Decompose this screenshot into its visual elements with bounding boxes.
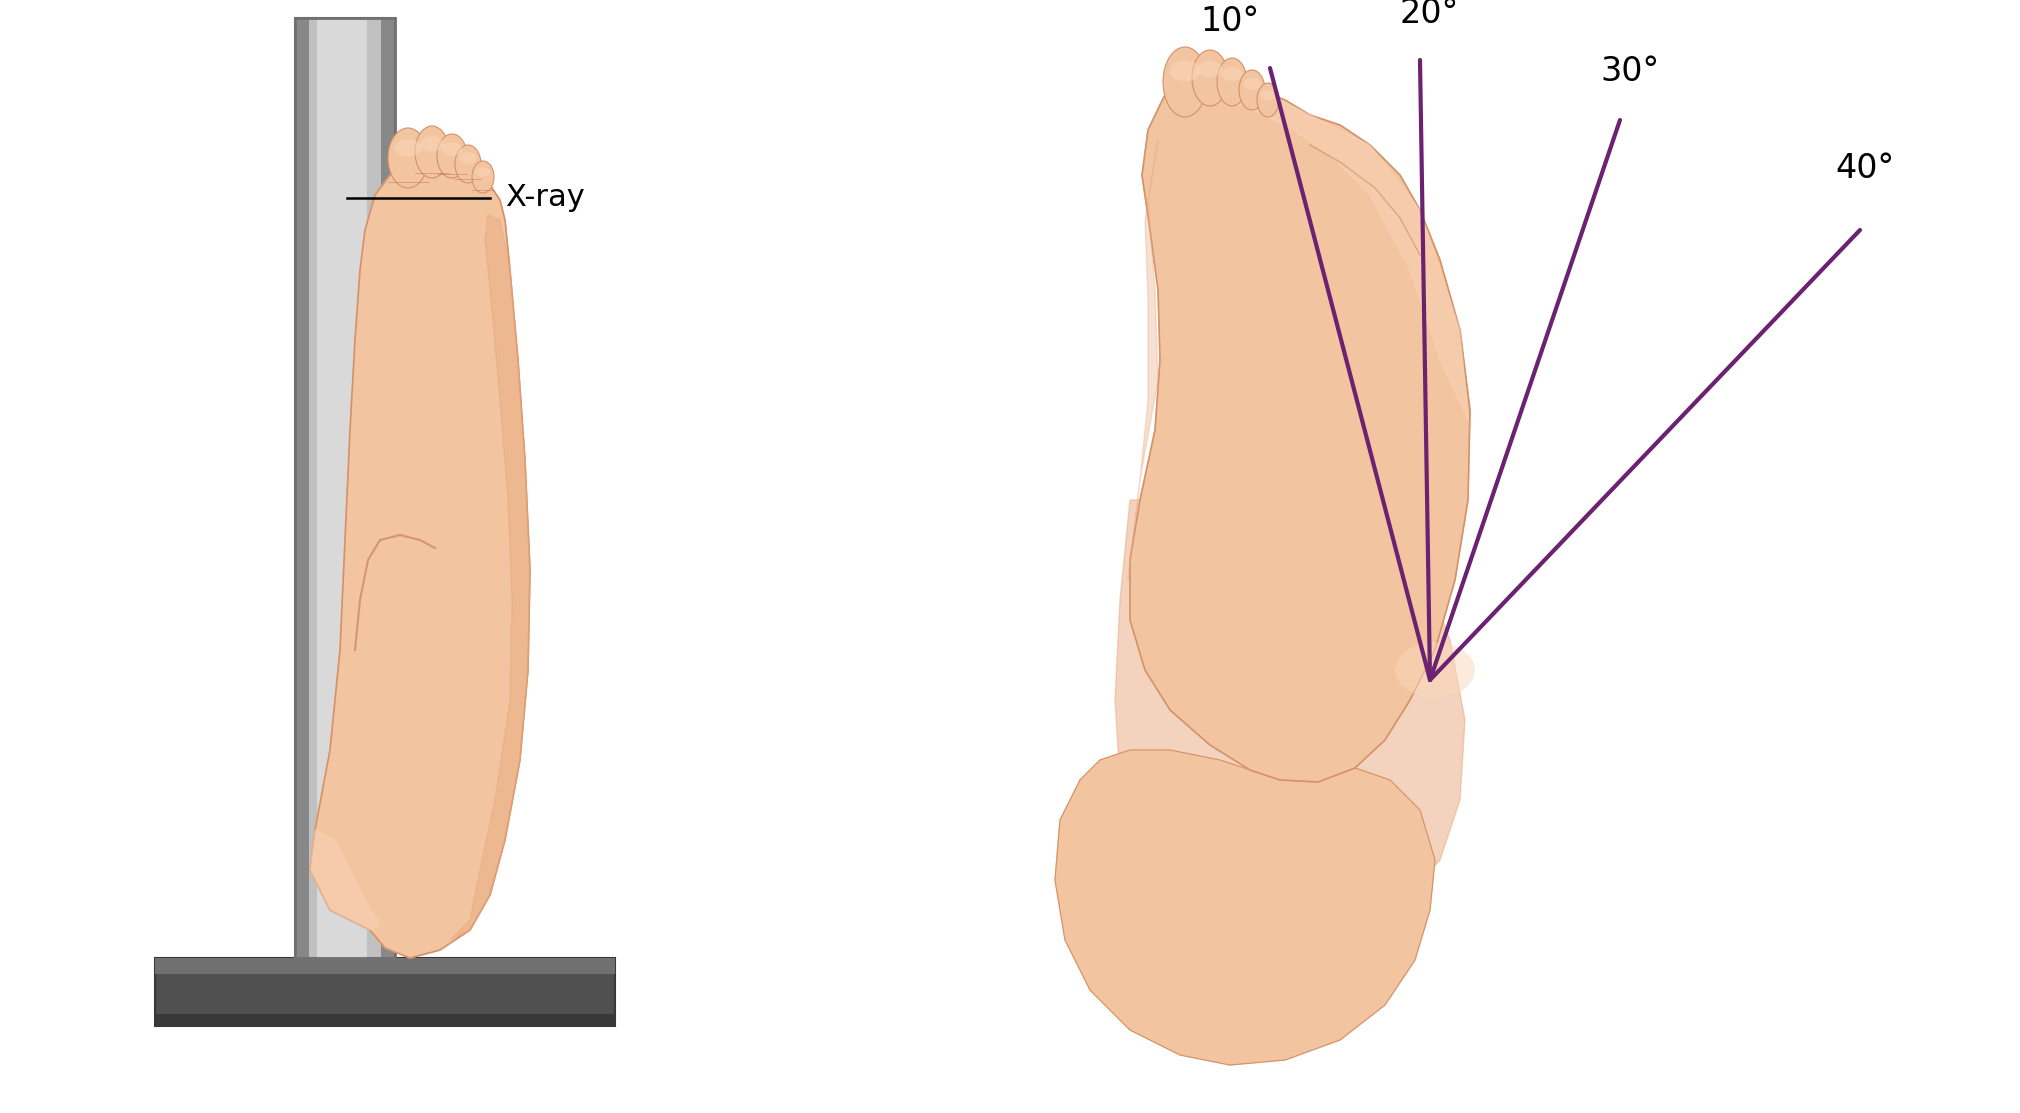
Ellipse shape [1216, 58, 1246, 106]
Polygon shape [1127, 140, 1157, 580]
Polygon shape [1115, 500, 1464, 945]
Polygon shape [450, 215, 529, 940]
Ellipse shape [1242, 78, 1260, 90]
Ellipse shape [475, 167, 491, 177]
Ellipse shape [394, 139, 422, 157]
Ellipse shape [414, 126, 448, 178]
Ellipse shape [454, 145, 481, 183]
Ellipse shape [1260, 90, 1277, 100]
Ellipse shape [388, 128, 428, 188]
Bar [295, 18, 309, 958]
Ellipse shape [459, 152, 477, 164]
Polygon shape [1186, 78, 1469, 420]
Text: 40°: 40° [1834, 152, 1895, 185]
Bar [295, 18, 396, 958]
Polygon shape [309, 830, 380, 930]
Bar [295, 18, 396, 958]
Text: X-ray: X-ray [505, 184, 584, 213]
Polygon shape [309, 158, 529, 958]
Ellipse shape [436, 134, 467, 178]
Ellipse shape [420, 136, 444, 151]
Text: 10°: 10° [1200, 4, 1258, 38]
Ellipse shape [1198, 60, 1222, 78]
Ellipse shape [1396, 642, 1475, 698]
Bar [156, 958, 614, 974]
Polygon shape [1129, 72, 1471, 782]
Ellipse shape [1170, 60, 1200, 81]
Ellipse shape [1238, 70, 1265, 110]
Polygon shape [1054, 750, 1434, 1065]
Ellipse shape [442, 142, 463, 156]
Bar [156, 958, 614, 1026]
Bar [156, 1014, 614, 1026]
Bar [317, 18, 368, 958]
Ellipse shape [473, 161, 495, 193]
Ellipse shape [1192, 50, 1228, 106]
Ellipse shape [1256, 83, 1279, 117]
Bar [382, 18, 396, 958]
Text: 30°: 30° [1600, 55, 1658, 88]
Text: 20°: 20° [1400, 0, 1458, 30]
Ellipse shape [1164, 47, 1208, 117]
Ellipse shape [1222, 67, 1242, 81]
